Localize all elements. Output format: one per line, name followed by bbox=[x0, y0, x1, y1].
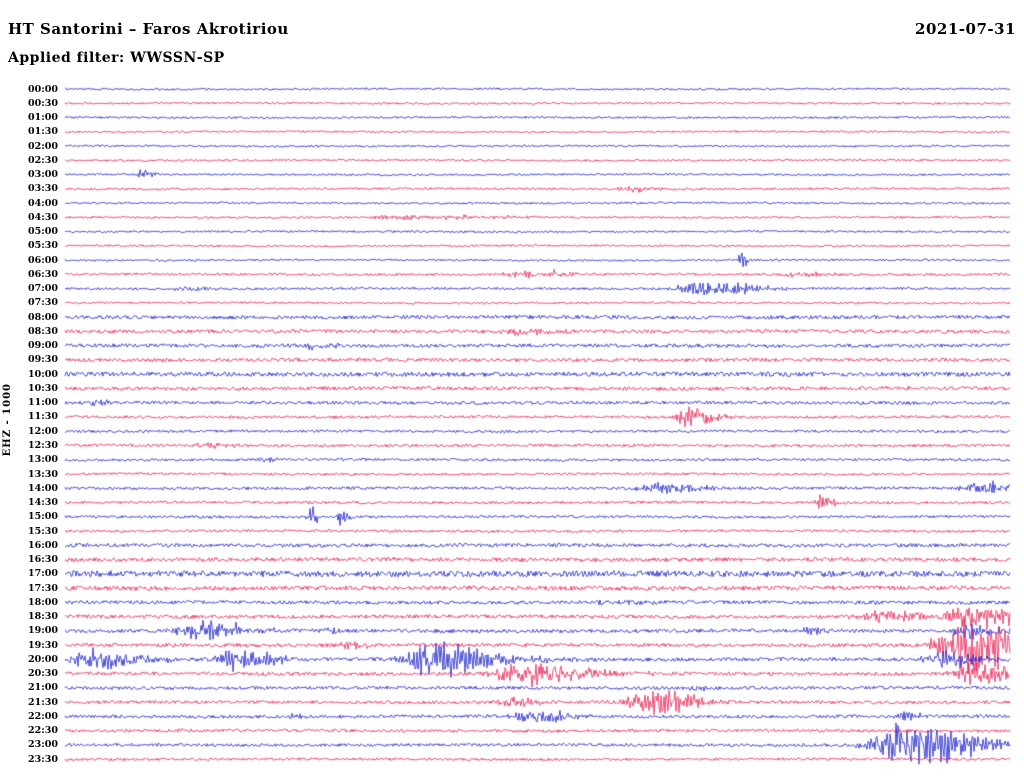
time-label: 16:30 bbox=[28, 554, 58, 566]
time-label: 09:30 bbox=[28, 354, 58, 366]
time-label: 22:00 bbox=[28, 710, 58, 722]
time-label: 22:30 bbox=[28, 725, 58, 737]
time-label: 01:00 bbox=[28, 112, 58, 124]
time-label: 13:00 bbox=[28, 454, 58, 466]
time-label: 21:00 bbox=[28, 682, 58, 694]
time-label: 11:30 bbox=[28, 411, 58, 423]
time-label: 03:30 bbox=[28, 183, 58, 195]
time-label: 21:30 bbox=[28, 696, 58, 708]
time-label: 02:30 bbox=[28, 154, 58, 166]
time-label: 05:00 bbox=[28, 226, 58, 238]
time-label: 11:00 bbox=[28, 397, 58, 409]
time-axis: 00:00 00:30 01:00 01:30 02:00 02:30 03:00 03:30… bbox=[0, 0, 62, 780]
time-label: 07:30 bbox=[28, 297, 58, 309]
time-label: 00:00 bbox=[28, 83, 58, 95]
time-label: 17:00 bbox=[28, 568, 58, 580]
time-label: 14:30 bbox=[28, 497, 58, 509]
time-label: 05:30 bbox=[28, 240, 58, 252]
time-label: 04:30 bbox=[28, 211, 58, 223]
time-label: 18:00 bbox=[28, 596, 58, 608]
time-label: 08:00 bbox=[28, 311, 58, 323]
time-label: 20:00 bbox=[28, 653, 58, 665]
time-label: 06:00 bbox=[28, 254, 58, 266]
time-label: 17:30 bbox=[28, 582, 58, 594]
time-label: 06:30 bbox=[28, 268, 58, 280]
time-label: 19:00 bbox=[28, 625, 58, 637]
time-label: 03:00 bbox=[28, 169, 58, 181]
time-label: 16:00 bbox=[28, 539, 58, 551]
time-label: 01:30 bbox=[28, 126, 58, 138]
time-label: 15:30 bbox=[28, 525, 58, 537]
time-label: 23:30 bbox=[28, 753, 58, 765]
time-label: 12:00 bbox=[28, 425, 58, 437]
time-label: 10:00 bbox=[28, 368, 58, 380]
time-label: 07:00 bbox=[28, 283, 58, 295]
time-label: 00:30 bbox=[28, 97, 58, 109]
time-label: 02:00 bbox=[28, 140, 58, 152]
time-label: 12:30 bbox=[28, 440, 58, 451]
time-label: 23:00 bbox=[28, 739, 58, 751]
time-label: 14:00 bbox=[28, 482, 58, 494]
time-label: 18:30 bbox=[28, 611, 58, 623]
time-label: 19:30 bbox=[28, 639, 58, 651]
time-label: 20:30 bbox=[28, 668, 58, 680]
time-label: 09:00 bbox=[28, 340, 58, 352]
time-label: 10:30 bbox=[28, 382, 58, 394]
time-label: 15:00 bbox=[28, 511, 58, 523]
time-label: 08:30 bbox=[28, 325, 58, 337]
time-label: 13:30 bbox=[28, 468, 58, 480]
time-label: 04:00 bbox=[28, 197, 58, 209]
